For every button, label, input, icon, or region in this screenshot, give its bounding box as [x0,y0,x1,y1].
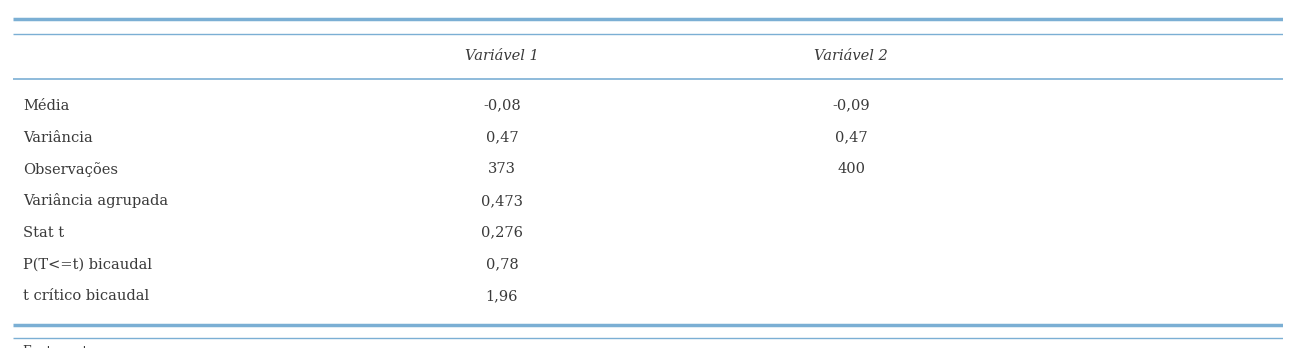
Text: -0,08: -0,08 [483,99,521,113]
Text: 0,47: 0,47 [835,130,867,144]
Text: Média: Média [23,99,70,113]
Text: 400: 400 [837,162,866,176]
Text: 1,96: 1,96 [486,289,518,303]
Text: Variável 2: Variável 2 [814,49,888,63]
Text: 0,473: 0,473 [481,194,524,208]
Text: Variância: Variância [23,130,93,144]
Text: 0,78: 0,78 [486,258,518,271]
Text: P(T<=t) bicaudal: P(T<=t) bicaudal [23,258,152,271]
Text: 0,276: 0,276 [481,226,524,240]
Text: -0,09: -0,09 [832,99,870,113]
Text: Variância agrupada: Variância agrupada [23,193,168,208]
Text: 0,47: 0,47 [486,130,518,144]
Text: Observações: Observações [23,162,118,177]
Text: Fonte: autores: Fonte: autores [23,345,115,348]
Text: 373: 373 [487,162,516,176]
Text: t crítico bicaudal: t crítico bicaudal [23,289,149,303]
Text: Stat t: Stat t [23,226,65,240]
Text: Variável 1: Variável 1 [465,49,539,63]
